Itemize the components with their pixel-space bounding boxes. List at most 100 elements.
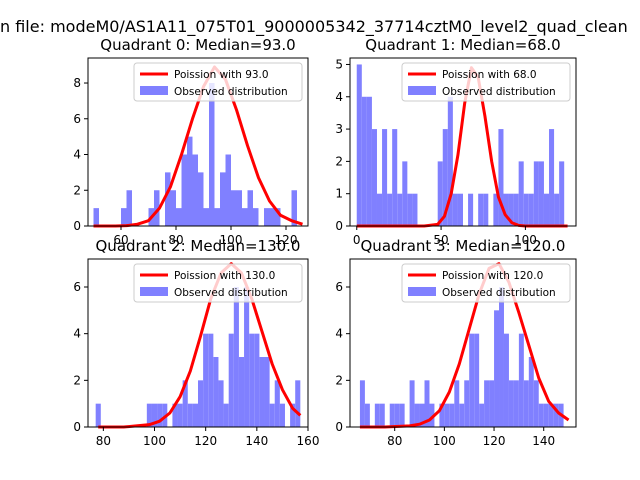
legend-bar-swatch [408,287,436,296]
histogram-bar [392,129,398,226]
histogram-bar [259,357,265,427]
histogram-bar [503,193,509,226]
histogram-bar [389,403,395,427]
histogram-bar [484,380,490,427]
y-tick-label: 8 [73,76,81,90]
histogram-bar [518,333,524,427]
x-tick-label: 120 [483,434,506,448]
histogram-bar [503,333,509,427]
legend-hist-label: Observed distribution [174,287,288,299]
legend-box [133,62,303,102]
quadrant-0-panel: Quadrant 0: Median=93.0 60 80 100 120 0 2 4 6 8 Po… [73,36,309,247]
x-tick-label: 80 [387,434,402,448]
histogram-bar [424,380,430,427]
histogram-bar [213,357,219,427]
x-tick-label: 120 [194,434,217,448]
histogram-bar [387,193,393,226]
histogram-bar [442,129,448,226]
histogram-bar [402,161,408,226]
histogram-bar [253,208,259,226]
histogram-bar [177,403,183,427]
histogram-bar [238,357,245,427]
histogram-bar [553,403,559,427]
legend-poisson-label: Poission with 130.0 [174,270,275,282]
x-tick-label: 100 [143,434,166,448]
quadrant-1-panel: Quadrant 1: Median=68.0 0 50 100 0 1 2 3 4 5 Poiss… [335,36,577,247]
y-tick-label: 0 [335,420,343,434]
histogram-bar [444,403,450,427]
subplot-grid: Quadrant 0: Median=93.060 80 100 12002468Po… [73,36,577,448]
histogram-bar [269,403,275,427]
y-tick-label: 2 [73,373,81,387]
histogram-bar [233,287,239,427]
histogram-bar [407,193,413,226]
histogram-bar [543,193,550,226]
histogram-bar [499,287,504,427]
histogram-bar [93,208,99,226]
histogram-bar [172,403,178,427]
histogram-bar [356,64,362,226]
histogram-bar [414,403,420,427]
y-tick-label: 6 [73,112,81,126]
histogram-bar [242,208,248,226]
histogram-bar [95,403,101,427]
histogram-bar [254,333,260,427]
histogram-bar [247,190,253,226]
legend-bar-swatch [140,86,168,95]
x-tick-label: 120 [275,233,298,247]
histogram-bar [198,380,204,427]
histogram-bar [279,403,285,427]
histogram-bar [489,380,495,427]
legend-box [133,263,303,303]
histogram-bar [538,403,544,427]
y-tick-label: 2 [335,154,343,168]
histogram-bar [225,154,231,226]
quadrant-2-title: Quadrant 2: Median=130.0 [96,237,301,255]
poisson-curve [93,65,303,228]
x-tick-label: 140 [245,434,268,448]
y-tick-label: 4 [73,327,81,341]
histogram-bar [549,129,555,226]
x-tick-label: 100 [433,434,456,448]
histogram-bar [459,403,465,427]
histogram-bar [209,83,215,227]
y-tick-label: 4 [73,148,81,162]
histogram-bar [146,403,152,427]
histogram-bar [249,333,255,427]
x-tick-label: 0 [353,233,361,247]
histogram-bar [533,161,539,226]
histogram-bar [275,208,281,226]
histogram-bar [457,193,463,226]
histogram-bar [518,161,524,226]
histogram-bar [228,333,234,427]
x-tick-label: 160 [297,434,320,448]
histogram-bar [397,193,403,226]
histogram-bar [412,193,418,226]
x-tick-label: 60 [113,233,128,247]
legend-bar-swatch [408,86,436,95]
histogram-bar [437,161,443,226]
histogram-bar [192,403,198,427]
histogram-bar [454,380,460,427]
histogram-bar [203,333,209,427]
histogram-bar [192,154,198,226]
y-tick-label: 4 [335,90,343,104]
histogram-bar [269,208,275,226]
histogram-bar [126,190,132,226]
histogram-bar [523,193,529,226]
histogram-bar [364,403,370,427]
quadrant-3-legend: Poission with 120.0 Observed distribution [401,263,571,303]
histogram-bar [382,129,388,226]
histogram-bar [513,380,519,427]
y-tick-label: 2 [73,183,81,197]
histogram-bar [208,333,214,427]
histogram-bar [419,403,425,427]
x-tick-label: 80 [168,233,183,247]
axes-frame [349,57,577,227]
histogram-bar [498,129,504,226]
histogram-bar [554,193,560,226]
histogram-bar [399,403,405,427]
histogram-bar [359,380,365,427]
histogram-bar [376,193,383,226]
histogram-bar [165,172,171,226]
